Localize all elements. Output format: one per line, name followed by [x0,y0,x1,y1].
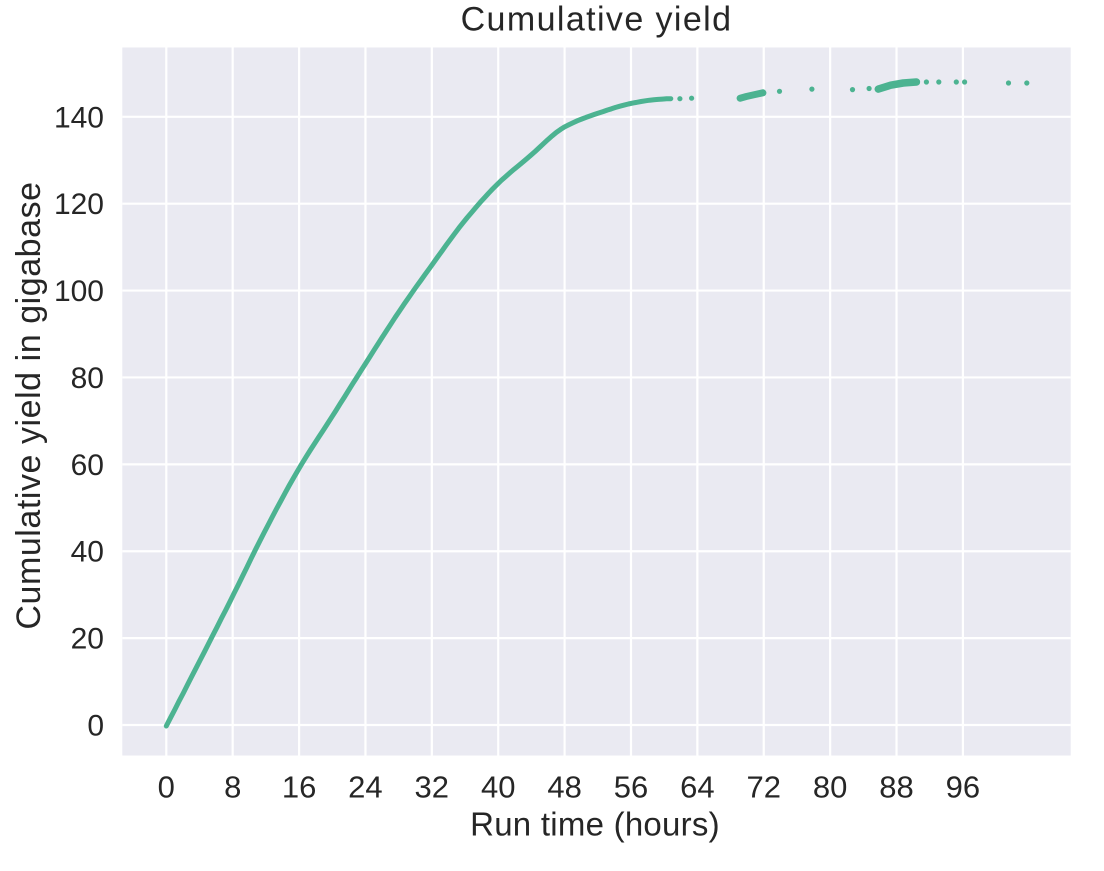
svg-text:40: 40 [481,770,515,805]
svg-text:8: 8 [224,770,241,805]
svg-text:Cumulative yield in gigabase: Cumulative yield in gigabase [10,181,48,629]
svg-text:88: 88 [879,770,913,805]
svg-text:80: 80 [71,362,104,395]
svg-text:Run time (hours): Run time (hours) [470,806,720,843]
svg-text:100: 100 [54,275,104,308]
svg-text:56: 56 [614,770,648,805]
svg-text:16: 16 [282,770,316,805]
svg-text:24: 24 [348,770,382,805]
svg-text:72: 72 [746,770,780,805]
svg-text:96: 96 [946,770,980,805]
svg-text:48: 48 [547,770,581,805]
svg-text:0: 0 [158,770,175,805]
svg-text:32: 32 [415,770,449,805]
svg-text:80: 80 [813,770,847,805]
svg-text:120: 120 [54,188,104,221]
svg-text:64: 64 [680,770,714,805]
svg-text:40: 40 [71,536,104,569]
svg-text:20: 20 [71,623,104,656]
svg-text:140: 140 [54,101,104,134]
svg-text:0: 0 [87,710,104,743]
svg-text:60: 60 [71,449,104,482]
svg-text:Cumulative yield: Cumulative yield [461,0,733,38]
